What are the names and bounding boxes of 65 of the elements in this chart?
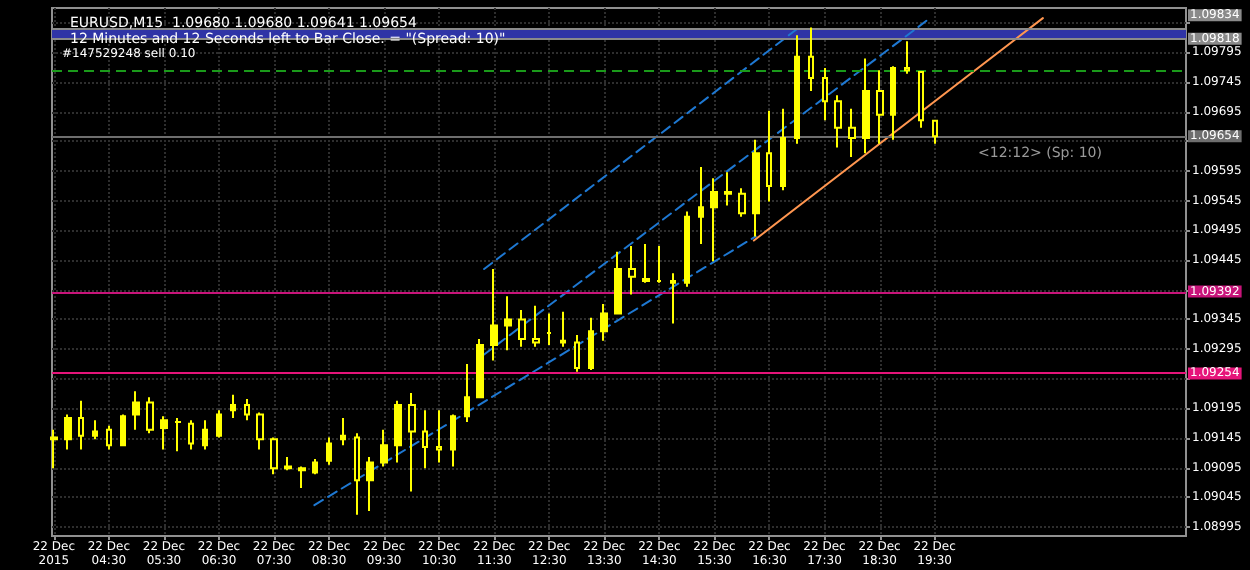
candlestick [504,295,512,352]
candlestick [106,424,112,451]
candlestick [230,393,236,419]
candlestick [890,65,896,141]
candlestick [546,312,552,346]
candlestick [876,69,884,145]
candlestick [904,40,910,75]
candlestick [146,396,154,435]
candlestick [918,71,924,129]
candlestick [808,26,814,93]
candlestick [408,392,416,493]
candlestick [574,333,580,373]
candlestick [766,109,772,203]
candlestick [822,66,828,122]
candlestick [450,413,456,468]
candlestick [670,272,676,325]
candlestick [628,244,636,296]
candlestick [794,34,800,145]
candlestick [92,419,98,441]
candlestick [78,399,84,451]
candlestick [50,428,58,470]
candlestick [340,416,346,447]
candlestick [394,399,402,464]
candlestick [738,187,746,218]
candlestick [326,436,332,466]
candlestick [202,419,208,451]
candlestick [436,409,442,464]
candlestick [684,210,690,288]
candlestick [244,397,250,422]
candlestick [464,362,470,424]
candlestick [932,119,938,145]
candlestick [366,456,374,513]
candlestick [120,413,126,447]
candlestick [724,171,732,207]
candlestick [642,243,650,284]
candlestick [834,94,842,149]
candlestick [64,413,72,451]
candlestick [862,57,870,155]
candlestick [298,465,306,489]
candlestick [848,107,856,158]
candlestick [588,316,594,371]
candlestick [752,138,760,238]
candlestick [698,165,704,246]
candlestick [312,457,318,476]
candlestick [354,432,360,516]
candlestick [270,436,278,476]
candlestick [656,244,662,284]
candlestick [614,250,622,315]
candlestick [476,338,484,399]
candlestick [490,268,498,362]
candlestick [188,419,194,451]
candlestick [518,308,526,348]
candlestick [422,409,428,470]
candlestick [532,304,540,348]
candlestick [256,411,264,451]
candlestick [284,456,292,472]
candlestick [216,409,222,439]
candlestick [560,310,566,348]
candlestick [380,428,388,468]
candlestick [710,177,718,263]
candlestick [174,416,182,453]
candlestick [132,390,140,431]
candlestick [780,107,786,192]
candlestick [160,415,168,451]
candlestick [600,303,608,342]
